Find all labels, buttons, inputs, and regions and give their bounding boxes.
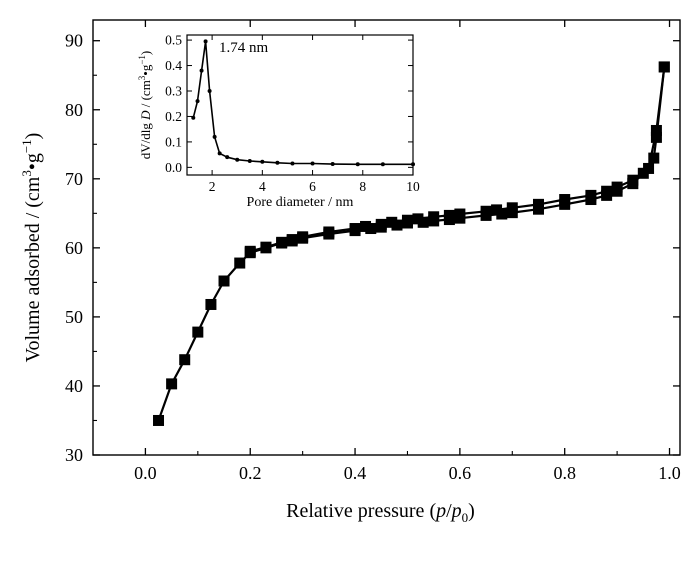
isotherm-point-s2 <box>585 189 597 201</box>
inset-x-tick-label: 10 <box>406 179 420 194</box>
y-tick-label: 70 <box>65 169 83 189</box>
y-tick-label: 80 <box>65 100 83 120</box>
isotherm-point-s2 <box>491 204 503 216</box>
pore-distribution-point <box>247 159 252 163</box>
pore-distribution-point <box>212 134 217 139</box>
pore-distribution-point <box>199 68 204 73</box>
x-tick-label: 1.0 <box>658 463 681 483</box>
x-tick-label: 0.2 <box>239 463 262 483</box>
inset-y-tick-label: 0.3 <box>165 84 182 99</box>
isotherm-point-s2 <box>412 213 424 225</box>
isotherm-point-s2 <box>650 124 662 136</box>
isotherm-point-s2 <box>532 198 544 210</box>
isotherm-point-s1 <box>166 378 178 390</box>
y-tick-label: 90 <box>65 31 83 51</box>
isotherm-point-s2 <box>627 174 639 186</box>
pore-distribution-point <box>203 39 208 44</box>
pore-distribution-point <box>195 99 200 104</box>
x-tick-label: 0.8 <box>553 463 576 483</box>
inset-x-tick-label: 6 <box>309 179 316 194</box>
isotherm-point-s2 <box>480 205 492 217</box>
peak-annotation: 1.74 nm <box>219 40 269 56</box>
y-tick-label: 30 <box>65 445 83 465</box>
inset-y-tick-label: 0.5 <box>165 33 182 48</box>
inset-plot-frame <box>186 34 414 176</box>
isotherm-point-s2 <box>244 245 256 257</box>
pore-distribution-point <box>191 115 196 120</box>
isotherm-point-s2 <box>506 202 518 214</box>
isotherm-point-s2 <box>643 162 655 174</box>
isotherm-point-s1 <box>179 354 191 366</box>
x-axis-title: Relative pressure (p/p0) <box>286 500 475 525</box>
inset-y-tick-label: 0.4 <box>165 58 182 73</box>
pore-distribution-point <box>330 162 335 167</box>
inset-y-axis-title: dV/dlg D / (cm3•g−1) <box>137 51 153 160</box>
isotherm-point-s2 <box>375 218 387 230</box>
isotherm-point-s2 <box>323 226 335 238</box>
pore-distribution-point <box>355 162 360 167</box>
pore-distribution-point <box>225 155 230 160</box>
isotherm-point-s1 <box>234 257 246 269</box>
y-tick-label: 60 <box>65 238 83 258</box>
isotherm-point-s2 <box>428 211 440 223</box>
y-tick-label: 50 <box>65 307 83 327</box>
inset-x-tick-label: 4 <box>259 179 266 194</box>
isotherm-point-s1 <box>192 326 204 338</box>
inset-x-axis-title: Pore diameter / nm <box>247 195 354 210</box>
isotherm-point-s1 <box>648 152 660 164</box>
isotherm-point-s1 <box>650 131 662 143</box>
pore-distribution-point <box>411 162 415 167</box>
isotherm-point-s2 <box>611 181 623 193</box>
pore-distribution-point <box>380 162 385 167</box>
isotherm-point-s2 <box>360 220 372 232</box>
isotherm-point-s1 <box>218 275 230 287</box>
isotherm-point-s2 <box>454 208 466 220</box>
x-tick-label: 0.4 <box>344 463 367 483</box>
pore-distribution-point <box>260 159 265 164</box>
isotherm-point-s2 <box>286 234 298 246</box>
pore-distribution-point <box>217 151 222 156</box>
pore-distribution-point <box>310 161 315 166</box>
y-axis-title: Volume adsorbed / (cm3•g−1) <box>19 133 44 363</box>
isotherm-point-s2 <box>401 214 413 226</box>
isotherm-point-s1 <box>153 414 165 426</box>
isotherm-point-s2 <box>297 231 309 243</box>
x-tick-label: 0.6 <box>449 463 472 483</box>
pore-distribution-line <box>192 40 413 166</box>
isotherm-point-s2 <box>601 185 613 197</box>
pore-distribution-point <box>207 89 212 93</box>
isotherm-point-s2 <box>260 241 272 253</box>
isotherm-point-s2 <box>443 209 455 221</box>
isotherm-point-s1 <box>205 298 217 310</box>
y-tick-label: 40 <box>65 376 83 396</box>
inset-y-tick-label: 0.1 <box>165 134 182 149</box>
isotherm-point-s2 <box>276 236 288 248</box>
isotherm-point-s2 <box>658 61 670 73</box>
inset-y-tick-label: 0.0 <box>165 160 182 175</box>
pore-distribution-point <box>235 157 240 162</box>
inset-x-tick-label: 2 <box>209 179 216 194</box>
main-plot-frame <box>92 19 681 456</box>
isotherm-point-s2 <box>349 223 361 235</box>
isotherm-point-s2 <box>559 194 571 206</box>
pore-distribution-point <box>290 161 295 166</box>
pore-distribution-point <box>275 160 280 165</box>
inset-y-tick-label: 0.2 <box>165 109 182 124</box>
isotherm-point-s2 <box>386 216 398 228</box>
x-tick-label: 0.0 <box>134 463 157 483</box>
inset-x-tick-label: 8 <box>359 179 366 194</box>
